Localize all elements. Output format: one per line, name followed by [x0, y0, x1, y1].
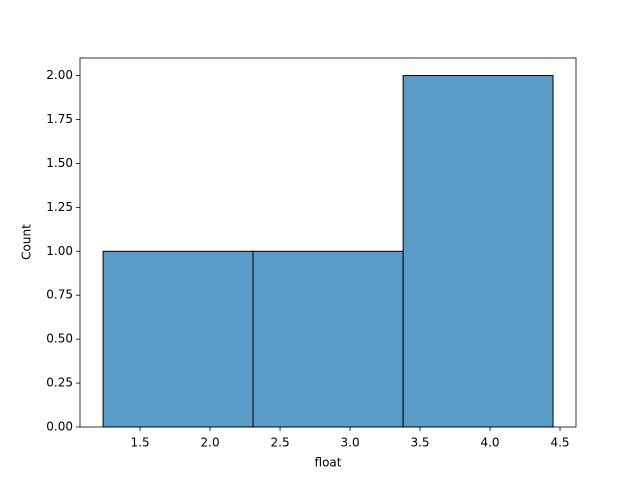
bar: [102, 250, 254, 428]
x-tick-label: 2.0: [201, 436, 220, 450]
y-tick-label: 0.50: [46, 332, 73, 346]
y-tick-label: 2.00: [46, 68, 73, 82]
y-tick-label: 1.00: [46, 244, 73, 258]
x-tick-label: 3.5: [410, 436, 429, 450]
x-axis-label: float: [315, 456, 342, 470]
x-tick-label: 4.5: [550, 436, 569, 450]
x-tick-label: 4.0: [480, 436, 499, 450]
y-tick-label: 0.00: [46, 420, 73, 434]
plot-frame: [79, 57, 577, 428]
bar: [252, 250, 404, 428]
bar: [402, 75, 554, 428]
y-tick-label: 1.25: [46, 200, 73, 214]
x-tick-label: 1.5: [131, 436, 150, 450]
y-tick-label: 1.50: [46, 156, 73, 170]
y-axis-label: Count: [20, 224, 34, 260]
y-tick-label: 0.25: [46, 376, 73, 390]
y-tick-label: 0.75: [46, 288, 73, 302]
x-tick-label: 3.0: [341, 436, 360, 450]
x-tick-label: 2.5: [271, 436, 290, 450]
y-tick-label: 1.75: [46, 112, 73, 126]
